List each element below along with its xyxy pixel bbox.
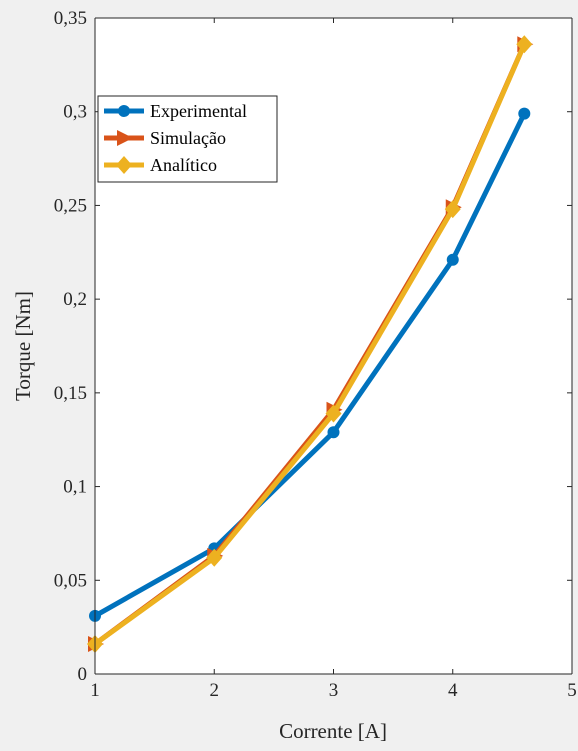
data-point-circle [518, 107, 531, 120]
series-circle [89, 107, 531, 622]
data-point-diamond [116, 156, 132, 174]
y-tick-label: 0,05 [54, 570, 87, 591]
y-tick-label: 0,2 [63, 289, 87, 310]
y-tick-label: 0,15 [54, 383, 87, 404]
x-tick-label: 1 [90, 680, 100, 701]
series-layer [87, 35, 534, 654]
legend: Experimental Simulação Analítico [97, 95, 278, 183]
y-tick-label: 0,25 [54, 195, 87, 216]
data-point-circle [446, 253, 459, 266]
y-tick-label: 0,3 [63, 102, 87, 123]
data-point-diamond [516, 35, 533, 54]
legend-label: Experimental [150, 101, 247, 121]
legend-label: Analítico [150, 155, 217, 175]
data-point-diamond [325, 404, 342, 423]
y-tick-label: 0,1 [63, 477, 87, 498]
x-tick-label: 3 [329, 680, 339, 701]
legend-label: Simulação [150, 128, 226, 148]
legend-item: Simulação [104, 128, 226, 148]
x-tick-label: 4 [448, 680, 458, 701]
y-tick-label: 0 [78, 664, 88, 685]
x-tick-label: 2 [210, 680, 220, 701]
legend-item: Experimental [104, 101, 247, 121]
y-tick-label: 0,35 [54, 8, 87, 29]
data-point-triangle [117, 130, 133, 146]
data-point-diamond [206, 548, 223, 567]
y-axis-label: Torque [Nm] [11, 291, 35, 401]
axes-layer: 1 2 3 4 5 0 0,05 0,1 0,15 0,2 0,25 0,3 0,35 [54, 8, 577, 701]
data-point-circle [118, 105, 130, 117]
legend-item: Analítico [104, 155, 217, 175]
x-axis-label: Corrente [A] [279, 719, 387, 743]
series-diamond [87, 35, 533, 654]
x-tick-label: 5 [567, 680, 577, 701]
data-point-diamond [444, 200, 461, 219]
data-point-circle [327, 426, 340, 439]
